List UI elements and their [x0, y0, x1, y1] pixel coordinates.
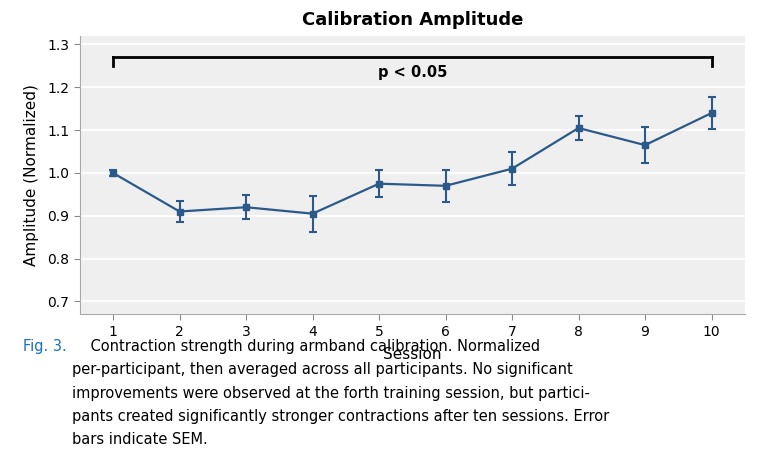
Title: Calibration Amplitude: Calibration Amplitude [302, 11, 523, 29]
Text: p < 0.05: p < 0.05 [378, 65, 447, 80]
Text: per-participant, then averaged across all participants. No significant: per-participant, then averaged across al… [72, 362, 573, 377]
Text: improvements were observed at the forth training session, but partici-: improvements were observed at the forth … [72, 386, 590, 401]
Y-axis label: Amplitude (Normalized): Amplitude (Normalized) [24, 84, 39, 266]
Text: Contraction strength during armband calibration. Normalized: Contraction strength during armband cali… [72, 339, 540, 354]
Text: pants created significantly stronger contractions after ten sessions. Error: pants created significantly stronger con… [72, 409, 610, 424]
Text: bars indicate SEM.: bars indicate SEM. [72, 432, 208, 447]
Text: Fig. 3.: Fig. 3. [23, 339, 67, 354]
X-axis label: Session: Session [383, 347, 442, 362]
